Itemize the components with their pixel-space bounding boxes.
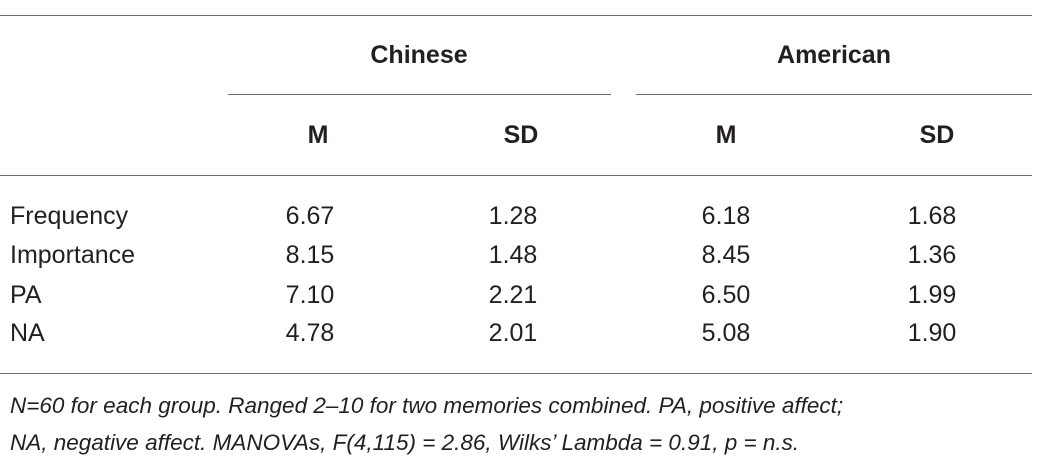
table-bottom-rule bbox=[0, 373, 1032, 374]
row-label: Importance bbox=[10, 241, 136, 269]
group-header-chinese: Chinese bbox=[370, 41, 468, 69]
sub-header-american-sd: SD bbox=[919, 121, 955, 149]
row-label: Frequency bbox=[10, 202, 129, 230]
cell-chinese-m: 6.67 bbox=[285, 202, 335, 230]
cell-chinese-m: 4.78 bbox=[285, 319, 335, 347]
american-group-rule bbox=[636, 94, 1032, 95]
cell-american-m: 5.08 bbox=[701, 319, 751, 347]
cell-american-sd: 1.90 bbox=[907, 319, 957, 347]
row-label: NA bbox=[10, 319, 45, 347]
chinese-group-rule bbox=[228, 94, 611, 95]
cell-chinese-m: 8.15 bbox=[285, 241, 335, 269]
cell-american-sd: 1.36 bbox=[907, 241, 957, 269]
top-rule bbox=[0, 15, 1032, 16]
cell-american-m: 6.50 bbox=[701, 281, 751, 309]
table-footnote-line-1: N=60 for each group. Ranged 2–10 for two… bbox=[10, 393, 844, 418]
cell-chinese-m: 7.10 bbox=[285, 281, 335, 309]
cell-chinese-sd: 1.28 bbox=[488, 202, 538, 230]
cell-american-sd: 1.68 bbox=[907, 202, 957, 230]
table-footnote-line-2: NA, negative affect. MANOVAs, F(4,115) =… bbox=[10, 430, 800, 455]
sub-header-chinese-m: M bbox=[307, 121, 329, 149]
cell-chinese-sd: 2.21 bbox=[488, 281, 538, 309]
group-header-american: American bbox=[777, 41, 891, 69]
cell-american-sd: 1.99 bbox=[907, 281, 957, 309]
cell-chinese-sd: 2.01 bbox=[488, 319, 538, 347]
sub-header-american-m: M bbox=[715, 121, 737, 149]
header-bottom-rule bbox=[0, 175, 1032, 176]
cell-chinese-sd: 1.48 bbox=[488, 241, 538, 269]
row-label: PA bbox=[10, 281, 42, 309]
cell-american-m: 8.45 bbox=[701, 241, 751, 269]
cell-american-m: 6.18 bbox=[701, 202, 751, 230]
sub-header-chinese-sd: SD bbox=[503, 121, 539, 149]
